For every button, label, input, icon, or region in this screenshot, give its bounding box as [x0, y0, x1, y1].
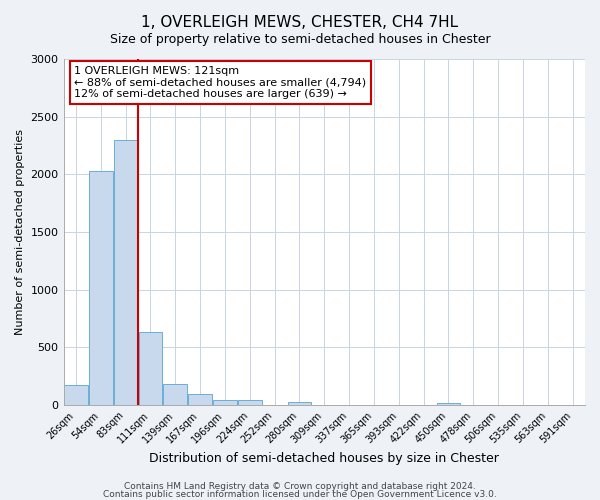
Bar — [437, 403, 460, 405]
Bar — [287, 402, 311, 405]
Bar — [213, 400, 237, 405]
Text: Contains HM Land Registry data © Crown copyright and database right 2024.: Contains HM Land Registry data © Crown c… — [124, 482, 476, 491]
Text: Contains public sector information licensed under the Open Government Licence v3: Contains public sector information licen… — [103, 490, 497, 499]
Bar — [89, 171, 113, 405]
X-axis label: Distribution of semi-detached houses by size in Chester: Distribution of semi-detached houses by … — [149, 452, 499, 465]
Y-axis label: Number of semi-detached properties: Number of semi-detached properties — [15, 129, 25, 335]
Text: 1 OVERLEIGH MEWS: 121sqm
← 88% of semi-detached houses are smaller (4,794)
12% o: 1 OVERLEIGH MEWS: 121sqm ← 88% of semi-d… — [74, 66, 366, 99]
Bar — [64, 385, 88, 405]
Bar — [238, 400, 262, 405]
Bar — [163, 384, 187, 405]
Text: Size of property relative to semi-detached houses in Chester: Size of property relative to semi-detach… — [110, 32, 490, 46]
Bar — [139, 332, 162, 405]
Bar — [188, 394, 212, 405]
Bar — [114, 140, 137, 405]
Text: 1, OVERLEIGH MEWS, CHESTER, CH4 7HL: 1, OVERLEIGH MEWS, CHESTER, CH4 7HL — [142, 15, 458, 30]
